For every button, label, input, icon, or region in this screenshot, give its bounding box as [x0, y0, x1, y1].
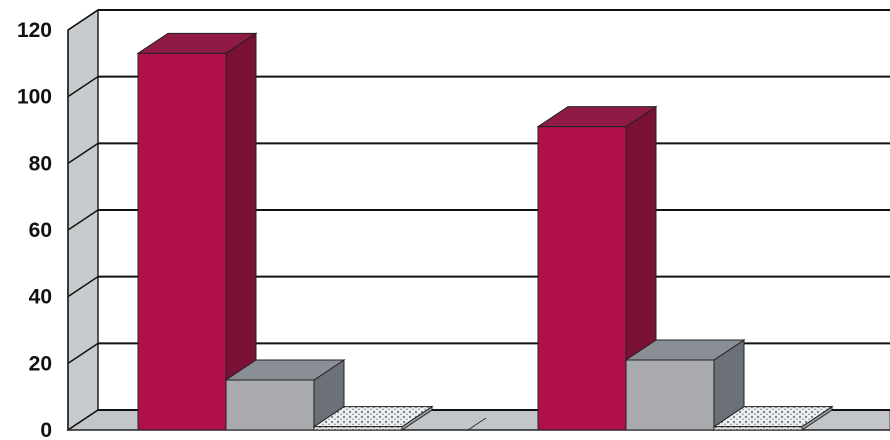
gridline-wall: [67, 142, 99, 164]
gridline-wall: [67, 9, 99, 31]
y-tick-label: 100: [17, 86, 52, 109]
gridline-wall: [67, 209, 99, 231]
bars: [136, 32, 834, 431]
bar-front: [537, 126, 627, 431]
bar-front: [137, 52, 227, 431]
y-tick-label: 80: [29, 152, 52, 175]
y-axis-ticks: 0 20 40 60 80 100 120: [17, 19, 52, 440]
bar-front: [225, 379, 315, 431]
bar: [712, 405, 834, 431]
y-tick-label: 120: [17, 19, 52, 42]
gridline-wall: [67, 276, 99, 298]
bar: [312, 405, 434, 431]
y-tick-label: 60: [29, 219, 52, 242]
y-tick-label: 20: [29, 352, 52, 375]
bar: [136, 32, 258, 431]
gridline-wall: [67, 409, 99, 431]
bar-front: [713, 426, 803, 431]
y-tick-label: 0: [40, 419, 52, 440]
gridline-wall: [67, 342, 99, 364]
gridline-wall: [67, 76, 99, 98]
bar: [624, 339, 746, 431]
bar-front: [625, 359, 715, 431]
bar-front: [313, 426, 403, 431]
y-tick-label: 40: [29, 286, 52, 309]
category-divider: [467, 417, 487, 431]
